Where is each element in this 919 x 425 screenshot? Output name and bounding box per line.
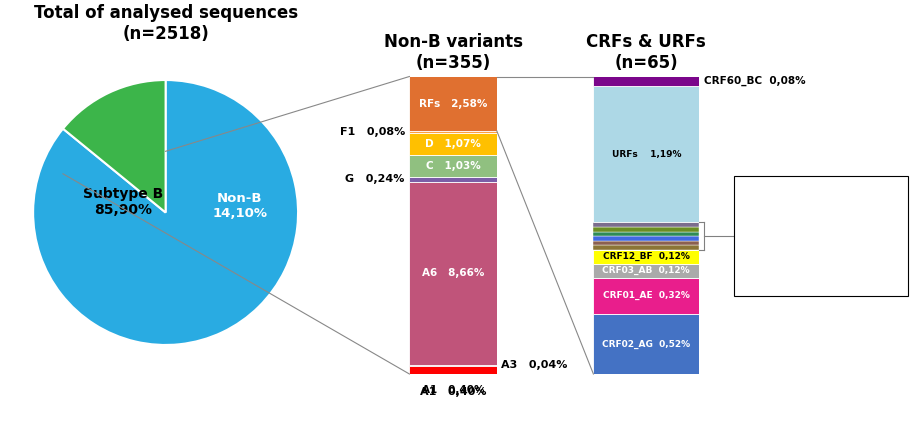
Bar [593,314,698,374]
Text: CRF47_BF: CRF47_BF [743,230,800,240]
Text: 0,04% each: 0,04% each [743,278,804,288]
Bar [409,76,496,131]
Bar [409,155,496,177]
Bar [409,131,496,133]
Bar [409,133,496,155]
Text: CRF53_01B: CRF53_01B [743,246,808,256]
Text: CRF60_BC  0,08%: CRF60_BC 0,08% [703,76,804,86]
Text: CRF42_BF: CRF42_BF [743,214,800,224]
Text: CRF12_BF  0,12%: CRF12_BF 0,12% [602,252,689,261]
Title: Total of analysed sequences
(n=2518): Total of analysed sequences (n=2518) [33,4,298,43]
Bar [593,227,698,232]
Text: G   0,24%: G 0,24% [345,175,404,184]
Bar [593,245,698,250]
Text: CRF07_BC: CRF07_BC [743,198,800,208]
Text: Subtype B
85,90%: Subtype B 85,90% [83,187,164,217]
Text: Non-B
14,10%: Non-B 14,10% [212,192,267,220]
Bar [593,278,698,314]
Bar [409,182,496,365]
Text: C   1,03%: C 1,03% [425,161,480,171]
Bar [593,250,698,264]
Text: URFs    1,19%: URFs 1,19% [611,150,680,159]
Text: F1   0,08%: F1 0,08% [339,127,404,137]
Bar [409,365,496,366]
Bar [593,232,698,236]
Bar [593,86,698,222]
Text: CRF06_cpx: CRF06_cpx [743,181,805,192]
Text: CRF02_AG  0,52%: CRF02_AG 0,52% [602,340,689,348]
Text: CRF03_AB  0,12%: CRF03_AB 0,12% [602,266,689,275]
Bar [593,236,698,241]
Bar [593,76,698,86]
Text: CRF01_AE  0,32%: CRF01_AE 0,32% [602,291,689,300]
Title: Non-B variants
(n=355): Non-B variants (n=355) [383,34,522,72]
Wedge shape [33,80,298,345]
Wedge shape [62,80,165,212]
Title: CRFs & URFs
(n=65): CRFs & URFs (n=65) [585,34,706,72]
Text: D   1,07%: D 1,07% [425,139,481,149]
Text: A3   0,04%: A3 0,04% [501,360,567,370]
Text: A6   8,66%: A6 8,66% [422,268,483,278]
Bar [593,222,698,227]
Bar [409,177,496,182]
Bar [593,241,698,245]
Text: CRF56_ cpx: CRF56_ cpx [743,262,809,272]
Text: A1   0,40%: A1 0,40% [422,385,483,394]
Bar [409,366,496,374]
Bar [593,264,698,278]
Text: A1   0,40%: A1 0,40% [419,387,486,397]
Text: RFs   2,58%: RFs 2,58% [418,99,487,109]
